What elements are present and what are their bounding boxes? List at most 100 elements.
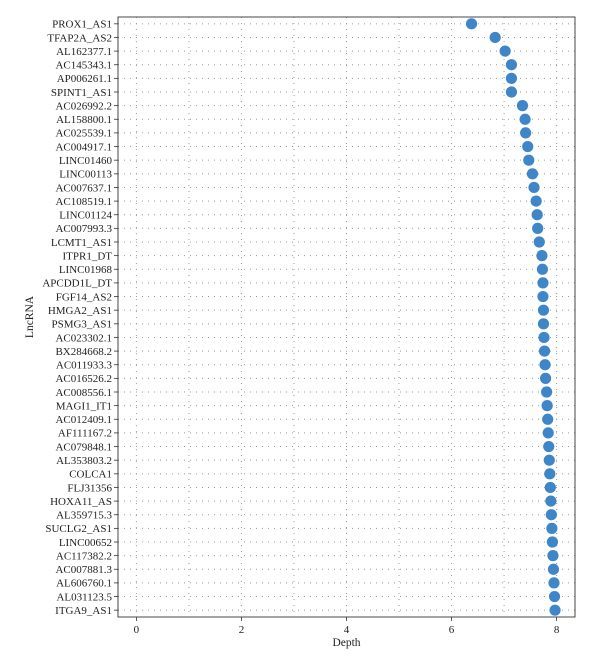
data-point bbox=[523, 154, 535, 166]
data-point bbox=[541, 386, 553, 398]
data-point bbox=[530, 195, 542, 207]
data-point bbox=[526, 168, 539, 180]
y-tick-label: PROX1_AS1 bbox=[52, 19, 112, 31]
x-tick-label: 8 bbox=[554, 624, 560, 636]
data-point bbox=[538, 345, 551, 357]
y-tick-label: AL606760.1 bbox=[56, 578, 112, 590]
data-point bbox=[544, 481, 556, 494]
data-point bbox=[545, 495, 557, 507]
data-point bbox=[542, 413, 554, 425]
data-point bbox=[542, 427, 554, 439]
data-point bbox=[537, 304, 550, 316]
data-point bbox=[532, 222, 544, 234]
y-tick-label: APCDD1L_DT bbox=[42, 278, 112, 290]
y-tick-label: AC026992.2 bbox=[55, 100, 112, 112]
data-point bbox=[536, 263, 549, 275]
data-point bbox=[546, 536, 559, 548]
y-tick-label: LINC00652 bbox=[59, 537, 112, 549]
data-point bbox=[547, 550, 559, 562]
data-point bbox=[546, 522, 558, 534]
y-tick-label: LINC01124 bbox=[59, 210, 112, 222]
data-point bbox=[519, 113, 531, 125]
grid-layer bbox=[118, 17, 575, 617]
data-point bbox=[547, 563, 560, 575]
data-point bbox=[539, 359, 551, 371]
x-tick-layer: 0 2 4 6 8 bbox=[134, 617, 560, 636]
data-point bbox=[520, 127, 532, 139]
y-tick-label: AC145343.1 bbox=[55, 60, 112, 72]
data-point bbox=[538, 331, 550, 344]
x-tick-label: 6 bbox=[449, 624, 455, 636]
y-tick-label: AC007881.3 bbox=[55, 564, 112, 576]
y-tick-label: ITGA9_AS1 bbox=[55, 605, 112, 617]
data-point bbox=[539, 372, 552, 384]
y-axis-title: LncRNA bbox=[24, 295, 36, 338]
data-point bbox=[516, 100, 529, 112]
y-tick-label: MAGI1_IT1 bbox=[56, 400, 112, 412]
y-tick-label: AC012409.1 bbox=[55, 414, 112, 426]
data-point bbox=[545, 509, 557, 521]
y-tick-label: AC023302.1 bbox=[55, 332, 112, 344]
data-point bbox=[549, 604, 561, 616]
y-tick-label: HOXA11_AS bbox=[50, 496, 112, 508]
y-tick-label: AC004917.1 bbox=[55, 141, 112, 153]
y-tick-label: AL353803.2 bbox=[56, 455, 112, 467]
y-tick-label: AL031123.5 bbox=[56, 591, 112, 603]
y-tick-label: BX284668.2 bbox=[55, 346, 112, 358]
data-point bbox=[537, 277, 549, 289]
x-tick-label: 2 bbox=[239, 624, 245, 636]
y-tick-label: FLJ31356 bbox=[67, 482, 112, 494]
data-point bbox=[505, 59, 518, 71]
data-point bbox=[499, 45, 511, 57]
y-tick-label: AL158800.1 bbox=[56, 114, 112, 126]
y-tick-layer: PROX1_AS1TFAP2A_AS2AL162377.1AC145343.1A… bbox=[42, 19, 118, 617]
data-point bbox=[505, 72, 518, 84]
y-tick-label: AP006261.1 bbox=[57, 73, 112, 85]
y-tick-label: LINC01460 bbox=[59, 155, 113, 167]
data-point bbox=[531, 209, 543, 221]
y-tick-label: TFAP2A_AS2 bbox=[47, 32, 112, 44]
y-tick-label: AC016526.2 bbox=[55, 373, 112, 385]
y-tick-label: HMGA2_AS1 bbox=[48, 305, 112, 317]
x-tick-label: 0 bbox=[134, 624, 140, 636]
y-tick-label: AC007993.3 bbox=[55, 223, 112, 235]
y-tick-label: AC079848.1 bbox=[55, 441, 112, 453]
y-tick-label: LINC00113 bbox=[59, 169, 112, 181]
y-tick-label: AC108519.1 bbox=[55, 196, 112, 208]
data-point bbox=[543, 440, 555, 453]
y-tick-label: ITPR1_DT bbox=[63, 250, 113, 262]
data-point bbox=[548, 590, 561, 603]
y-tick-label: AC008556.1 bbox=[55, 387, 112, 399]
y-tick-label: AC011933.3 bbox=[56, 360, 113, 372]
x-tick-label: 4 bbox=[344, 624, 350, 636]
data-point bbox=[465, 18, 478, 30]
data-point bbox=[522, 140, 534, 153]
y-tick-label: AF111167.2 bbox=[58, 428, 112, 440]
y-tick-label: LINC01968 bbox=[59, 264, 113, 276]
y-tick-label: AC117382.2 bbox=[56, 550, 112, 562]
y-tick-label: AL162377.1 bbox=[56, 46, 112, 58]
data-point bbox=[537, 318, 550, 330]
y-tick-label: SPINT1_AS1 bbox=[51, 87, 112, 99]
data-point bbox=[489, 31, 501, 44]
x-axis-title: Depth bbox=[332, 637, 360, 649]
y-tick-label: SUCLG2_AS1 bbox=[45, 523, 112, 535]
data-point bbox=[536, 250, 548, 262]
data-point bbox=[528, 181, 540, 194]
data-point bbox=[541, 400, 553, 412]
y-tick-label: AC025539.1 bbox=[55, 128, 112, 140]
y-tick-label: FGF14_AS2 bbox=[56, 291, 112, 303]
data-point bbox=[537, 290, 549, 303]
data-point bbox=[548, 577, 560, 589]
data-point bbox=[544, 468, 556, 480]
data-point bbox=[533, 236, 545, 248]
y-tick-label: AC007637.1 bbox=[55, 182, 112, 194]
point-layer bbox=[465, 18, 561, 616]
y-tick-label: LCMT1_AS1 bbox=[51, 237, 112, 249]
data-point bbox=[505, 86, 518, 98]
y-tick-label: PSMG3_AS1 bbox=[51, 319, 112, 331]
y-tick-label: COLCA1 bbox=[69, 469, 112, 481]
data-point bbox=[543, 454, 555, 466]
